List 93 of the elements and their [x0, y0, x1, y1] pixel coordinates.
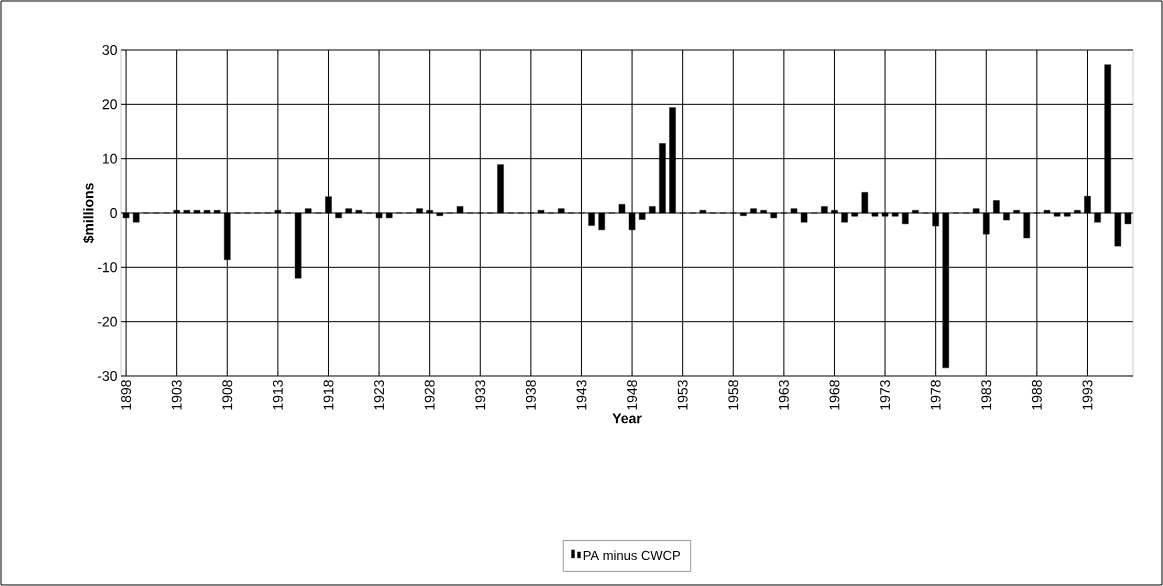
bar — [851, 212, 858, 217]
x-tick-label: 1918 — [323, 380, 334, 410]
bar — [1013, 210, 1020, 214]
y-tick-label: 10 — [102, 153, 117, 164]
bar — [436, 212, 444, 216]
bar — [224, 212, 231, 260]
bar — [1104, 64, 1111, 214]
x-axis-title: Year — [612, 413, 642, 424]
bar — [669, 107, 676, 214]
bar — [416, 208, 423, 214]
y-tick-label: -30 — [97, 371, 117, 381]
bar — [790, 208, 798, 214]
bar — [537, 210, 545, 214]
bar — [1023, 212, 1030, 239]
bar — [274, 210, 282, 214]
bar — [912, 210, 919, 214]
bar — [902, 212, 909, 225]
bar — [972, 208, 980, 214]
x-tick-label: 1898 — [121, 380, 132, 410]
y-tick-label: 0 — [110, 208, 117, 218]
bar — [841, 212, 848, 223]
y-axis-title: $millions — [82, 183, 95, 244]
bar — [1003, 212, 1010, 221]
bar — [618, 204, 626, 214]
bar — [335, 212, 342, 219]
bar — [638, 212, 646, 220]
bar — [831, 210, 838, 214]
bar — [628, 212, 636, 231]
bar — [325, 196, 332, 214]
y-tick-label: -10 — [97, 262, 117, 273]
x-tick-label: 1963 — [778, 380, 789, 410]
bar — [193, 210, 201, 214]
bar — [740, 212, 747, 216]
bar — [871, 212, 879, 217]
bar — [294, 212, 302, 279]
y-tick-label: 20 — [102, 99, 117, 110]
x-tick-label: 1923 — [374, 380, 385, 410]
y-tick-label: -20 — [97, 316, 117, 327]
x-tick-label: 1943 — [576, 380, 587, 410]
bar — [983, 212, 990, 235]
x-tick-label: 1983 — [981, 380, 992, 410]
bar — [649, 206, 656, 214]
bar — [932, 212, 939, 227]
x-tick-label: 1953 — [677, 380, 688, 410]
bar — [760, 210, 767, 214]
bar — [699, 210, 707, 214]
bar — [456, 206, 464, 214]
bar — [557, 208, 565, 214]
bar — [345, 208, 352, 214]
bar — [770, 212, 777, 219]
legend-label: PA minus CWCP — [583, 550, 680, 561]
bar — [659, 143, 666, 214]
bar — [203, 210, 211, 214]
x-tick-label: 1903 — [171, 380, 182, 410]
x-tick-label: 1978 — [930, 380, 941, 410]
x-tick-label: 1908 — [222, 380, 233, 410]
x-tick-label: 1938 — [525, 380, 536, 410]
bar — [375, 212, 383, 219]
bar — [1094, 212, 1101, 223]
bar — [385, 212, 393, 219]
x-tick-label: 1913 — [272, 380, 283, 410]
bar — [1074, 210, 1081, 214]
bar — [750, 208, 757, 214]
bar — [426, 210, 433, 214]
bar — [497, 164, 504, 214]
x-tick-label: 1958 — [728, 380, 739, 410]
bar — [132, 212, 140, 223]
x-tick-label: 1973 — [880, 380, 891, 410]
bar — [1063, 212, 1071, 217]
bar — [1043, 210, 1051, 214]
bar — [800, 212, 808, 223]
bar — [881, 212, 889, 217]
bar — [891, 212, 899, 217]
x-tick-label: 1993 — [1082, 380, 1093, 410]
bar — [183, 210, 191, 214]
bar — [1114, 212, 1122, 247]
bar — [861, 192, 869, 214]
bar — [942, 212, 950, 369]
bar — [173, 210, 180, 214]
bar — [821, 206, 828, 214]
bar — [213, 210, 221, 214]
bar — [993, 200, 1000, 214]
bar — [588, 212, 595, 226]
x-tick-label: 1928 — [424, 380, 435, 410]
bar — [598, 212, 605, 231]
x-tick-label: 1948 — [627, 380, 638, 410]
bar — [355, 210, 363, 214]
x-tick-label: 1968 — [829, 380, 840, 410]
bar — [304, 208, 312, 214]
x-tick-label: 1933 — [475, 380, 486, 410]
bar — [1053, 212, 1061, 217]
y-tick-label: 30 — [102, 45, 117, 55]
x-tick-label: 1988 — [1031, 380, 1042, 410]
